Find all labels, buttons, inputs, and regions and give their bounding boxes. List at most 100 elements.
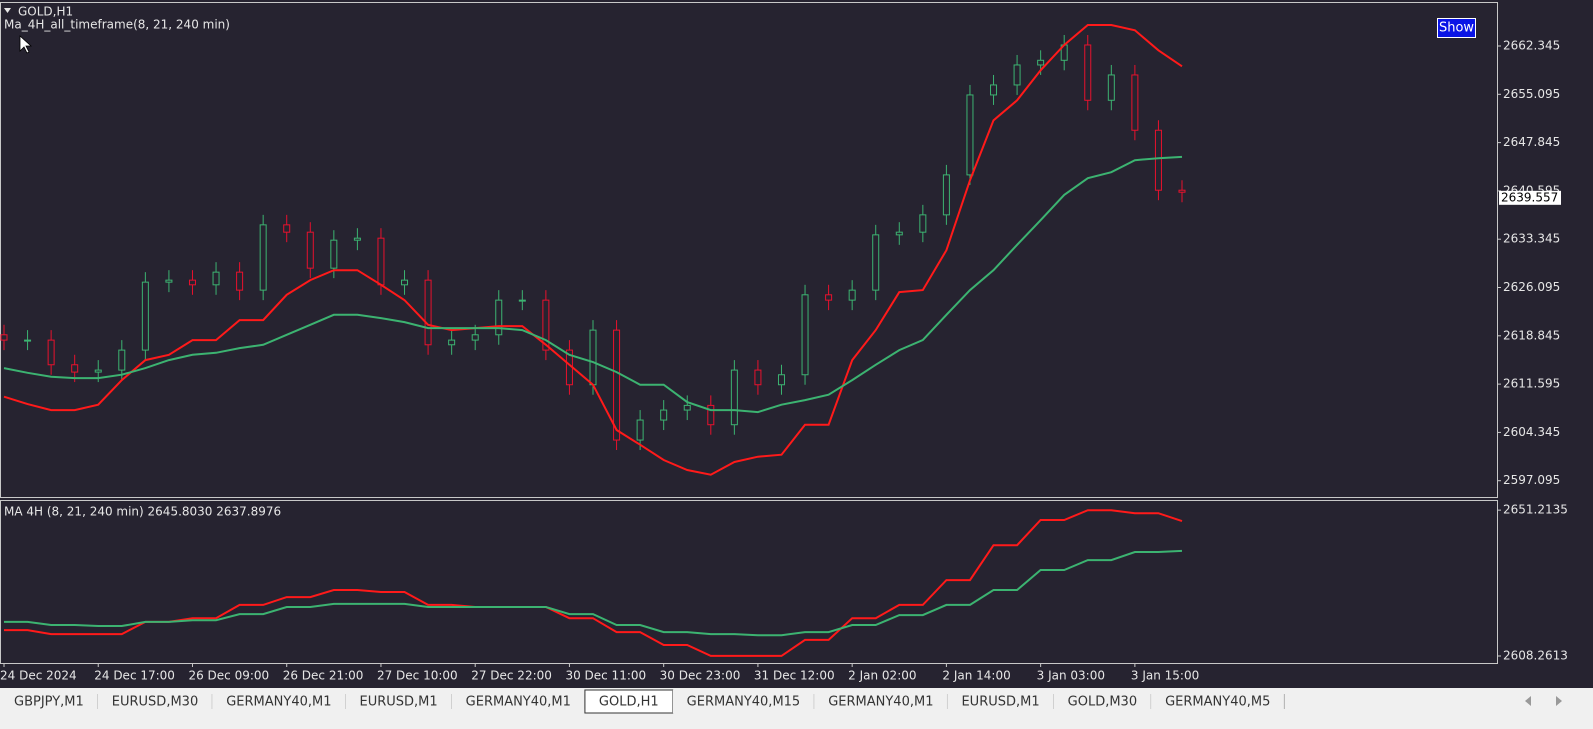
ma-line	[3, 155, 1183, 414]
collapse-arrow[interactable]	[4, 8, 11, 13]
tab-label[interactable]: GOLD,H1	[599, 695, 659, 710]
candle-body	[1154, 129, 1162, 191]
x-tick-label: 24 Dec 2024	[0, 669, 77, 683]
candle-body	[259, 224, 267, 291]
tab-label[interactable]: EURUSD,M30	[112, 695, 198, 710]
candle-body	[660, 409, 668, 421]
x-tick-label: 30 Dec 23:00	[660, 669, 741, 683]
candle-body	[754, 369, 762, 386]
candle-body	[94, 369, 102, 373]
tab[interactable]: EURUSD,M30	[97, 690, 213, 713]
candle-body	[330, 239, 338, 269]
tab[interactable]: EURUSD,M1	[345, 690, 453, 713]
candle-body	[942, 174, 950, 216]
tab-scroll-left[interactable]	[1525, 696, 1531, 706]
candle-body	[188, 279, 196, 286]
ma-line	[4, 549, 1183, 637]
tab-label[interactable]: GOLD,M30	[1068, 695, 1137, 710]
candle-body	[1107, 74, 1115, 101]
tab-label[interactable]: GERMANY40,M1	[828, 695, 933, 710]
tab-label[interactable]: GERMANY40,M1	[226, 695, 331, 710]
tab[interactable]: GBPJPY,M1	[0, 690, 99, 713]
tab-label[interactable]: GERMANY40,M1	[466, 695, 571, 710]
tab-scroll-right[interactable]	[1556, 696, 1562, 706]
candle-body	[1084, 44, 1092, 101]
tab-label[interactable]: GERMANY40,M15	[687, 695, 801, 710]
x-tick-label: 24 Dec 17:00	[94, 669, 175, 683]
candle-body	[0, 334, 8, 341]
x-tick-label: 26 Dec 09:00	[188, 669, 269, 683]
y-tick-label: 2655.095	[1503, 87, 1560, 101]
candle-body	[872, 234, 880, 291]
candle-body	[71, 364, 79, 373]
tab-label[interactable]: EURUSD,M1	[359, 695, 437, 710]
tab-background	[672, 690, 815, 713]
candle-body	[141, 281, 149, 351]
candle-body	[730, 369, 738, 426]
symbol-label: GOLD,H1	[18, 5, 73, 19]
candle-body	[707, 404, 715, 426]
candle-body	[212, 271, 220, 286]
tab-background	[1053, 690, 1152, 713]
y-tick-label: 2647.845	[1503, 135, 1560, 149]
candle-body	[825, 294, 833, 301]
ma-line	[4, 509, 1183, 657]
mouse-cursor	[19, 35, 33, 54]
x-tick-label: 27 Dec 10:00	[377, 669, 458, 683]
candle-body	[283, 224, 291, 233]
candle-body	[24, 339, 32, 342]
candle-body	[1178, 189, 1186, 193]
tab[interactable]: EURUSD,M1	[947, 690, 1055, 713]
candle-body	[306, 231, 314, 269]
sub-panel-frame	[0, 500, 1498, 664]
candle-body	[165, 279, 173, 283]
candle-body	[495, 299, 503, 336]
indicator-label: Ma_4H_all_timeframe(8, 21, 240 min)	[4, 18, 230, 32]
x-tick-label: 2 Jan 02:00	[848, 669, 916, 683]
tab-label[interactable]: EURUSD,M1	[961, 695, 1039, 710]
last-price-box	[1499, 190, 1561, 205]
tab-background	[0, 690, 98, 713]
tab[interactable]: GERMANY40,M1	[814, 690, 948, 713]
candle-body	[990, 84, 998, 96]
tab[interactable]: GERMANY40,M15	[672, 690, 815, 713]
x-tick-label: 27 Dec 22:00	[471, 669, 552, 683]
tab[interactable]: GOLD,H1	[584, 689, 674, 714]
candle-body	[424, 279, 432, 346]
show-button-label[interactable]: Show	[1439, 21, 1474, 36]
tab[interactable]: GERMANY40,M1	[212, 690, 346, 713]
show-button[interactable]	[1437, 18, 1476, 38]
y-tick-label: 2618.845	[1503, 328, 1560, 342]
last-price-label: 2639.557	[1501, 190, 1558, 204]
x-tick-label: 26 Dec 21:00	[283, 669, 364, 683]
ma-line	[3, 24, 1183, 476]
candle-body	[118, 349, 126, 371]
candle-body	[47, 339, 55, 366]
tab-background	[814, 690, 948, 713]
tab-background	[947, 690, 1054, 713]
candle-body	[353, 237, 361, 241]
y-tick-label: 2662.345	[1503, 39, 1560, 53]
x-tick-label: 3 Jan 15:00	[1131, 669, 1199, 683]
candle-body	[919, 214, 927, 233]
y-tick-label: 2604.345	[1503, 425, 1560, 439]
candle-body	[1013, 64, 1021, 86]
tab-label[interactable]: GERMANY40,M5	[1165, 695, 1270, 710]
y-tick-label: 2608.2613	[1503, 649, 1568, 663]
tab[interactable]: GOLD,M30	[1053, 690, 1152, 713]
candle-body	[448, 339, 456, 346]
candle-body	[613, 329, 621, 441]
tab[interactable]: GERMANY40,M5	[1151, 690, 1285, 713]
candle-body	[236, 271, 244, 291]
y-tick-label: 2633.345	[1503, 232, 1560, 246]
candle-body	[377, 237, 385, 286]
sub-panel-title: MA 4H (8, 21, 240 min) 2645.8030 2637.89…	[4, 505, 281, 519]
tab-label[interactable]: GBPJPY,M1	[14, 695, 84, 710]
candle-body	[589, 329, 597, 386]
x-tick-label: 3 Jan 03:00	[1037, 669, 1105, 683]
x-tick-label: 31 Dec 12:00	[754, 669, 835, 683]
tab-background	[1151, 690, 1285, 713]
tab[interactable]: GERMANY40,M1	[451, 690, 586, 713]
